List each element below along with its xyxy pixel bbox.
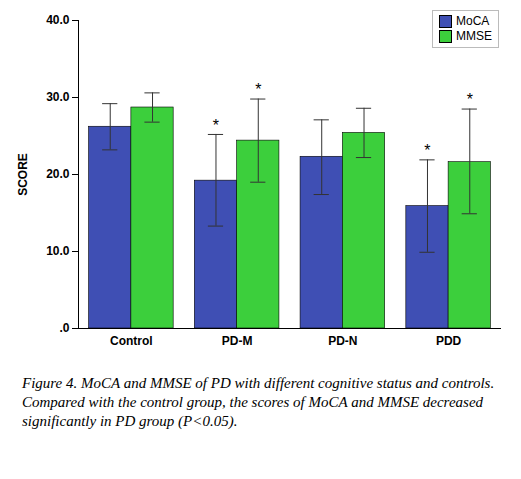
svg-text:30.0: 30.0 [46, 90, 70, 104]
svg-text:20.0: 20.0 [46, 167, 70, 181]
svg-text:*: * [424, 142, 430, 159]
svg-text:*: * [255, 81, 261, 98]
html-text:Figure 4. MoCA and MMSE of PD: Figure 4. MoCA and MMSE of PD with diffe… [22, 375, 495, 429]
svg-text:.0: .0 [59, 321, 69, 335]
svg-text:PDD: PDD [436, 334, 462, 348]
svg-text:40.0: 40.0 [46, 13, 70, 27]
html-text:MoCA: MoCA [456, 14, 490, 28]
svg-text:SCORE: SCORE [16, 153, 30, 196]
svg-text:10.0: 10.0 [46, 244, 70, 258]
svg-text:*: * [467, 91, 473, 108]
svg-text:Control: Control [110, 334, 153, 348]
svg-text:PD-M: PD-M [222, 334, 253, 348]
svg-text:PD-N: PD-N [328, 334, 357, 348]
svg-text:*: * [213, 117, 219, 134]
html-text:MMSE: MMSE [456, 29, 492, 43]
